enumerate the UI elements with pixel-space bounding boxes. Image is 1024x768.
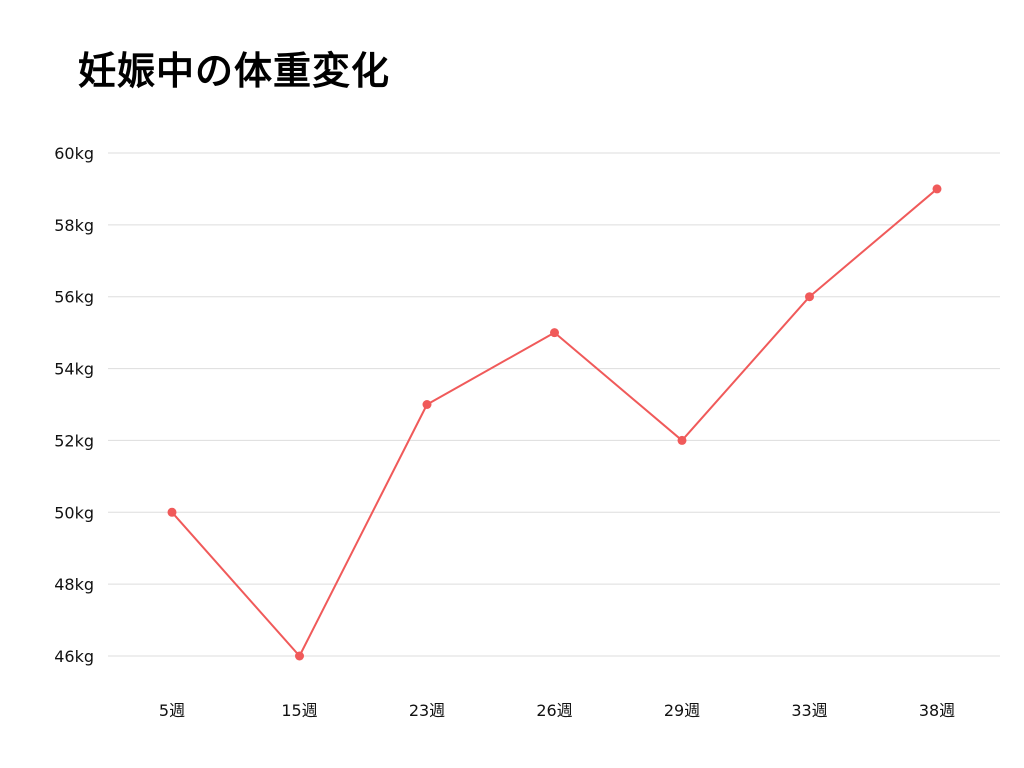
y-tick-label: 54kg bbox=[54, 360, 94, 379]
data-point bbox=[550, 328, 559, 338]
series-line-group bbox=[171, 188, 938, 657]
x-tick-label: 15週 bbox=[281, 701, 317, 720]
y-tick-label: 50kg bbox=[54, 503, 94, 522]
data-point bbox=[422, 400, 432, 409]
x-tick-label: 5週 bbox=[159, 701, 185, 720]
x-axis-tick-labels: 5週 15週 23週 26週 29週 33週 38週 bbox=[159, 701, 955, 720]
y-axis-tick-labels: 60kg 58kg 56kg 54kg 52kg 50kg 48kg 46kg bbox=[54, 144, 94, 666]
data-point bbox=[677, 435, 687, 445]
x-tick-label: 26週 bbox=[536, 701, 572, 720]
y-tick-label: 60kg bbox=[54, 144, 94, 163]
data-points bbox=[167, 184, 942, 661]
y-tick-label: 46kg bbox=[54, 647, 94, 666]
chart-title: 妊娠中の体重変化 bbox=[78, 49, 391, 93]
y-tick-label: 58kg bbox=[54, 216, 94, 235]
x-tick-label: 23週 bbox=[409, 701, 445, 720]
y-tick-label: 52kg bbox=[54, 431, 94, 450]
x-tick-label: 33週 bbox=[791, 701, 827, 720]
data-point bbox=[932, 184, 942, 194]
data-point bbox=[295, 651, 304, 661]
gridlines bbox=[108, 152, 1000, 657]
y-tick-label: 56kg bbox=[54, 288, 94, 307]
x-tick-label: 29週 bbox=[664, 701, 700, 720]
data-point bbox=[167, 507, 177, 517]
series-line bbox=[171, 188, 938, 657]
y-tick-label: 48kg bbox=[54, 575, 94, 594]
data-point bbox=[805, 292, 814, 302]
x-tick-label: 38週 bbox=[919, 701, 955, 720]
